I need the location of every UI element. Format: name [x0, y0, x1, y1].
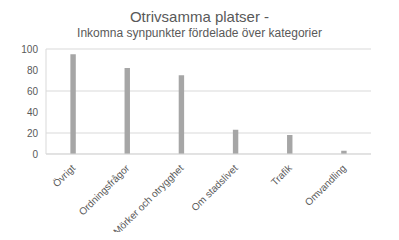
svg-text:Omvandling: Omvandling: [303, 162, 349, 208]
svg-text:Trafik: Trafik: [269, 162, 295, 188]
html-text:Inkomna synpunkter fördelade ö: Inkomna synpunkter fördelade över katego…: [77, 26, 322, 40]
svg-text:60: 60: [27, 86, 39, 97]
svg-text:20: 20: [27, 128, 39, 139]
svg-text:0: 0: [32, 149, 38, 160]
svg-text:Om stadslivet: Om stadslivet: [189, 162, 240, 213]
svg-text:Ordningsfrågor: Ordningsfrågor: [77, 162, 132, 217]
html-text:Otrivsamma platser -: Otrivsamma platser -: [129, 8, 270, 25]
svg-text:40: 40: [27, 107, 39, 118]
svg-text:100: 100: [21, 44, 38, 55]
svg-text:Övrigt: Övrigt: [51, 162, 78, 189]
svg-text:80: 80: [27, 65, 39, 76]
svg-text:Mörker och otrygghet: Mörker och otrygghet: [111, 162, 186, 232]
